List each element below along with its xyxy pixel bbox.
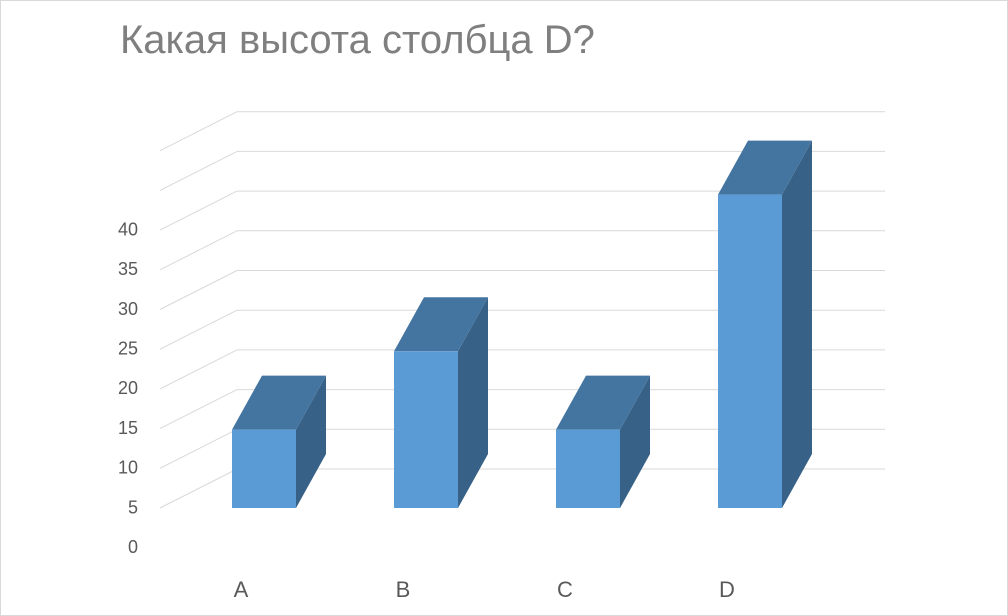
bar-top [232, 375, 326, 430]
x-category-label: D [719, 577, 735, 602]
x-category-label: A [234, 577, 249, 602]
bar-D [718, 140, 812, 508]
bar-front [718, 194, 782, 508]
bars [232, 140, 812, 508]
y-axis-ticks: 0 5 10 15 20 25 30 35 40 [118, 219, 138, 557]
bar-top [718, 140, 812, 195]
y-tick-label: 25 [118, 339, 138, 359]
bar-front [556, 429, 620, 508]
bar-A [232, 375, 326, 508]
y-tick-label: 30 [118, 299, 138, 319]
bar-C [556, 375, 650, 508]
gridline-side [159, 270, 238, 310]
gridline-side [159, 309, 238, 350]
y-tick-label: 10 [118, 458, 138, 478]
y-tick-label: 20 [118, 378, 138, 398]
bar-side [782, 140, 812, 508]
bar-side [620, 375, 650, 508]
bar-top [394, 297, 488, 352]
gridline-side [159, 389, 238, 430]
x-axis-labels: A B C D [234, 577, 735, 602]
y-tick-label: 15 [118, 418, 138, 438]
bar-front [232, 429, 296, 508]
x-category-label: B [396, 577, 411, 602]
y-tick-label: 0 [128, 537, 138, 557]
bar-top [556, 375, 650, 430]
gridline-side [159, 190, 238, 231]
gridline-side [159, 468, 238, 509]
bar-side [458, 297, 488, 508]
gridline-side [159, 111, 238, 152]
y-tick-label: 35 [118, 259, 138, 279]
gridline-side [159, 150, 238, 191]
bar-B [394, 297, 488, 508]
bar-side [296, 375, 326, 508]
gridline-side [159, 349, 238, 390]
gridline-side [159, 230, 238, 271]
y-tick-label: 5 [128, 497, 138, 517]
y-tick-label: 40 [118, 219, 138, 239]
gridline-side [159, 428, 238, 469]
chart-title: Какая высота столбца D? [120, 18, 595, 62]
bar-front [394, 351, 458, 508]
x-category-label: C [557, 577, 573, 602]
